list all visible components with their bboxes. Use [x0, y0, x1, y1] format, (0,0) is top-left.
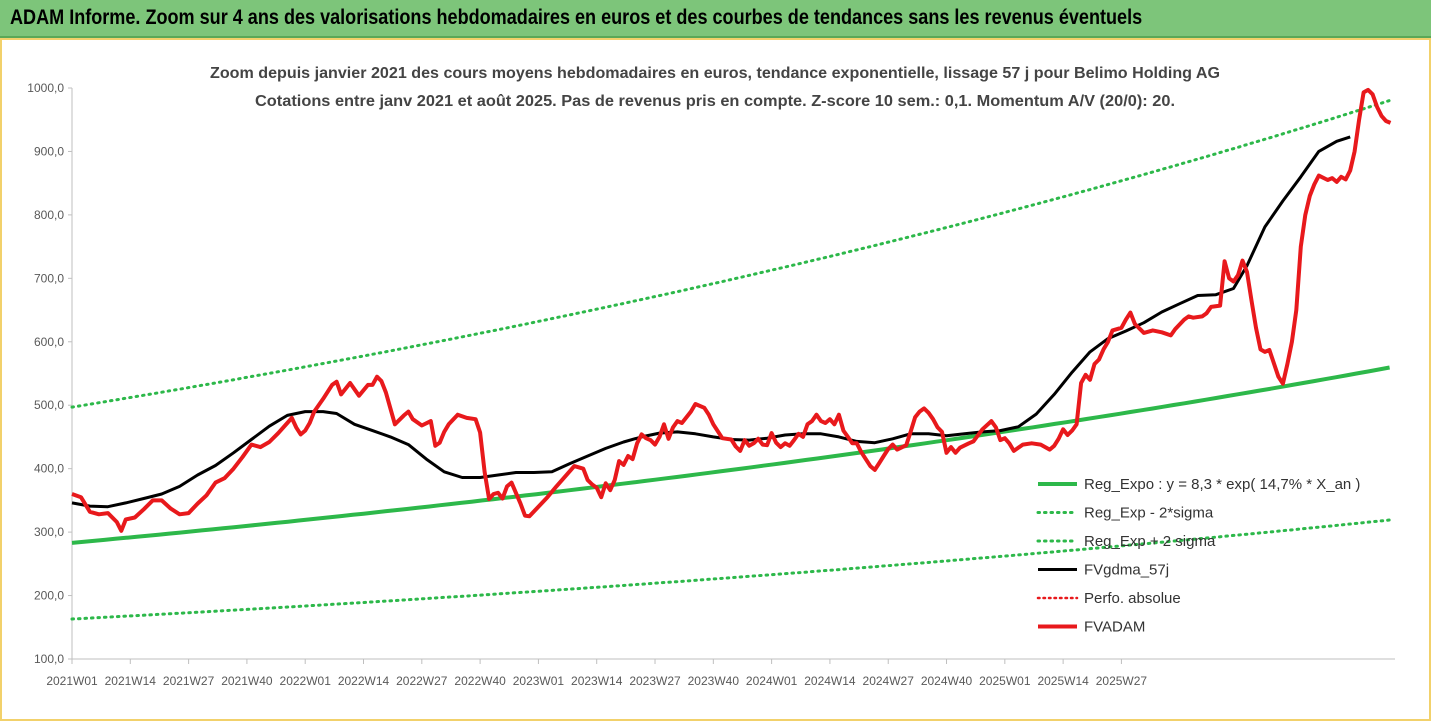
x-tick-label: 2021W01 — [46, 674, 98, 688]
y-tick-label: 700,0 — [34, 271, 64, 285]
x-tick-label: 2023W40 — [688, 674, 740, 688]
series-lines — [70, 87, 1392, 621]
y-tick-label: 400,0 — [34, 462, 64, 476]
x-tick-label: 2023W27 — [629, 674, 681, 688]
legend: Reg_Expo : y = 8,3 * exp( 14,7% * X_an )… — [1036, 476, 1360, 636]
x-tick-label: 2025W27 — [1096, 674, 1148, 688]
fvgdma-57j-line — [71, 135, 1351, 509]
chart-frame: Zoom depuis janvier 2021 des cours moyen… — [0, 38, 1431, 721]
x-tick-label: 2025W14 — [1037, 674, 1089, 688]
reg-expo-line — [71, 365, 1390, 545]
x-tick-label: 2021W14 — [105, 674, 157, 688]
x-tick-label: 2023W14 — [571, 674, 623, 688]
legend-label: FVgdma_57j — [1084, 562, 1169, 579]
y-tick-label: 800,0 — [34, 208, 64, 222]
fvadam-line — [71, 87, 1392, 533]
y-tick-label: 500,0 — [34, 398, 64, 412]
y-tick-label: 100,0 — [34, 652, 64, 666]
reg-exp-plus-2sigma-line — [70, 99, 1392, 409]
y-tick-labels: 100,0 200,0 300,0 400,0 500,0 600,0 700,0 800,0… — [27, 81, 72, 666]
y-tick-label: 600,0 — [34, 335, 64, 349]
legend-label: Perfo. absolue — [1084, 590, 1181, 607]
x-tick-label: 2024W40 — [921, 674, 973, 688]
legend-label: FVADAM — [1084, 619, 1145, 636]
chart-subtitle: Cotations entre janv 2021 et août 2025. … — [255, 93, 1175, 110]
x-tick-label: 2024W14 — [804, 674, 856, 688]
y-tick-label: 1000,0 — [27, 81, 64, 95]
x-tick-label: 2021W40 — [221, 674, 273, 688]
chart-title: Zoom depuis janvier 2021 des cours moyen… — [210, 65, 1220, 82]
reg-exp-minus-2sigma-line — [70, 518, 1392, 621]
y-tick-label: 200,0 — [34, 589, 64, 603]
x-tick-label: 2025W01 — [979, 674, 1031, 688]
banner-title: ADAM Informe. Zoom sur 4 ans des valoris… — [10, 6, 1143, 29]
report-banner: ADAM Informe. Zoom sur 4 ans des valoris… — [0, 0, 1431, 38]
legend-label: Reg_Expo : y = 8,3 * exp( 14,7% * X_an ) — [1084, 476, 1360, 493]
x-tick-label: 2021W27 — [163, 674, 215, 688]
y-tick-label: 900,0 — [34, 144, 64, 158]
y-tick-label: 300,0 — [34, 525, 64, 539]
legend-label: Reg_Exp + 2 sigma — [1084, 533, 1216, 550]
x-tick-label: 2022W27 — [396, 674, 448, 688]
x-tick-label: 2022W40 — [454, 674, 506, 688]
x-tick-label: 2024W27 — [863, 674, 915, 688]
x-tick-label: 2024W01 — [746, 674, 798, 688]
x-tick-labels: 2021W01 2021W14 2021W27 2021W40 2022W01 2022W… — [46, 659, 1147, 688]
legend-label: Reg_Exp - 2*sigma — [1084, 505, 1214, 522]
x-tick-label: 2022W01 — [280, 674, 332, 688]
x-tick-label: 2023W01 — [513, 674, 565, 688]
price-chart: Zoom depuis janvier 2021 des cours moyen… — [27, 65, 1395, 688]
x-tick-label: 2022W14 — [338, 674, 390, 688]
